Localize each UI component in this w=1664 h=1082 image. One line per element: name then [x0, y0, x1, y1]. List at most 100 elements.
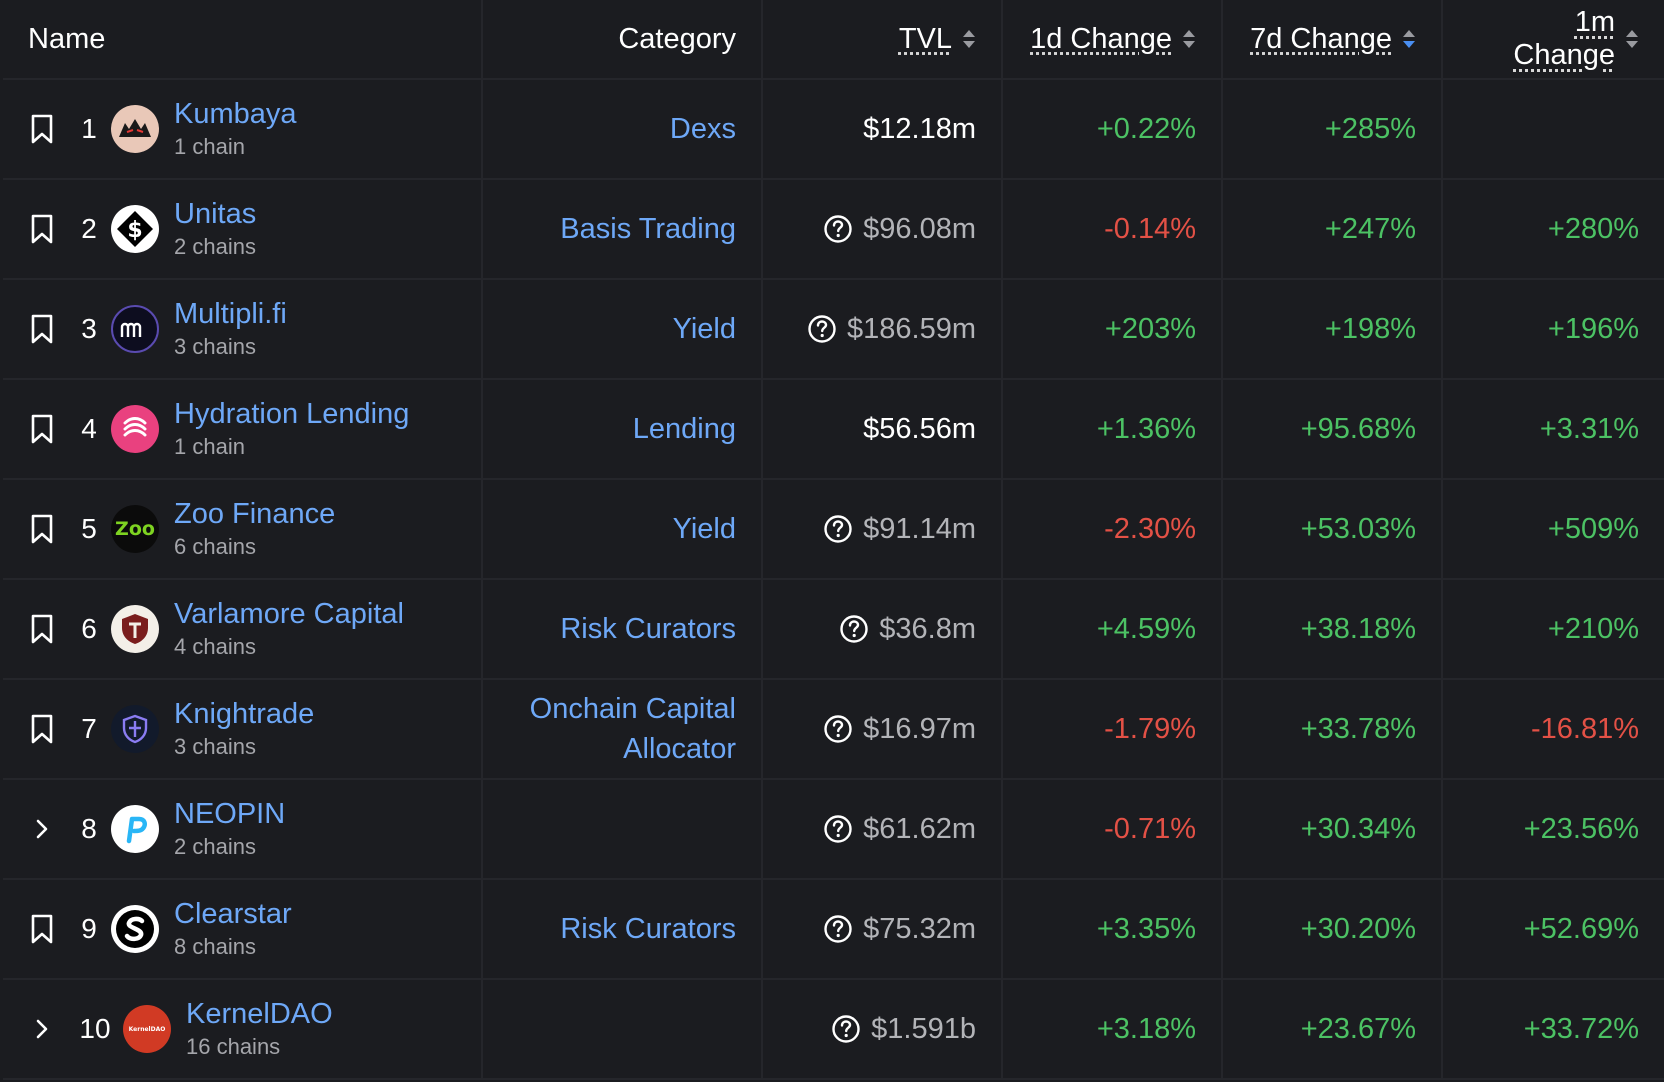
question-circle-icon[interactable]: [823, 214, 853, 244]
project-name-link[interactable]: KernelDAO: [186, 998, 333, 1030]
question-circle-icon[interactable]: [839, 614, 869, 644]
tvl-cell: $36.8m: [763, 580, 1003, 678]
tvl-cell: $186.59m: [763, 280, 1003, 378]
category-link[interactable]: Lending: [632, 413, 736, 445]
project-name-link[interactable]: Kumbaya: [174, 98, 297, 130]
change-1m-cell: +210%: [1443, 580, 1664, 678]
change-7d-value: +30.34%: [1300, 812, 1416, 845]
rank-number: 10: [79, 1013, 111, 1044]
chevron-right-icon[interactable]: [25, 1012, 59, 1046]
change-1m-value: +52.69%: [1523, 912, 1639, 945]
rank-number: 9: [81, 913, 97, 944]
change-1d-value: -2.30%: [1104, 512, 1196, 545]
change-7d-value: +38.18%: [1300, 612, 1416, 645]
category-cell: [483, 780, 763, 878]
sort-desc-active-icon: [1402, 29, 1416, 49]
change-1d-sort-header[interactable]: 1d Change: [1003, 0, 1223, 78]
name-cell: 6 Varlamore Capital 4 chains: [3, 580, 483, 678]
change-1d-value: -1.79%: [1104, 712, 1196, 745]
change-1d-cell: -1.79%: [1003, 680, 1223, 778]
chain-count: 3 chains: [174, 334, 256, 359]
change-1d-cell: +3.18%: [1003, 980, 1223, 1078]
bookmark-icon[interactable]: [25, 712, 59, 746]
tvl-value: $56.56m: [863, 412, 976, 445]
change-7d-value: +198%: [1324, 312, 1416, 345]
question-circle-icon[interactable]: [823, 914, 853, 944]
category-link[interactable]: Basis Trading: [560, 213, 736, 245]
change-1d-value: -0.14%: [1104, 212, 1196, 245]
change-1m-cell: +52.69%: [1443, 880, 1664, 978]
project-name-link[interactable]: Knightrade: [174, 698, 315, 730]
tvl-sort-header[interactable]: TVL: [763, 0, 1003, 78]
category-link[interactable]: Risk Curators: [560, 913, 736, 945]
category-link[interactable]: Dexs: [669, 113, 736, 145]
kerneldao-logo: KernelDAO: [123, 1005, 171, 1053]
change-1m-value: +509%: [1547, 512, 1639, 545]
project-name-link[interactable]: Hydration Lending: [174, 398, 410, 430]
project-info: Kumbaya 1 chain: [174, 96, 297, 162]
change-1m-value: +210%: [1547, 612, 1639, 645]
table-row: 8 NEOPIN 2 chains $61.62m -0.71% +30.34% +23.5…: [3, 780, 1664, 880]
category-link[interactable]: Yield: [672, 513, 736, 545]
question-circle-icon[interactable]: [831, 1014, 861, 1044]
category-column-header: Category: [483, 0, 763, 78]
tvl-cell: $12.18m: [763, 80, 1003, 178]
project-name-link[interactable]: Zoo Finance: [174, 498, 336, 530]
bookmark-icon[interactable]: [25, 612, 59, 646]
unitas-logo: $: [111, 205, 159, 253]
change-7d-cell: +23.67%: [1223, 980, 1443, 1078]
question-circle-icon[interactable]: [823, 714, 853, 744]
change-1m-cell: [1443, 80, 1664, 178]
bookmark-icon[interactable]: [25, 112, 59, 146]
project-info: Unitas 2 chains: [174, 196, 256, 262]
question-circle-icon[interactable]: [823, 514, 853, 544]
category-link[interactable]: Risk Curators: [560, 613, 736, 645]
project-name-link[interactable]: Multipli.fi: [174, 298, 287, 330]
change-7d-cell: +247%: [1223, 180, 1443, 278]
category-cell: Risk Curators: [483, 880, 763, 978]
tvl-value: $12.18m: [863, 112, 976, 145]
change-1m-sort-header[interactable]: 1m Change: [1443, 0, 1664, 78]
bookmark-icon[interactable]: [25, 512, 59, 546]
project-info: Zoo Finance 6 chains: [174, 496, 335, 562]
change-7d-value: +95.68%: [1300, 412, 1416, 445]
name-cell: 2 $ Unitas 2 chains: [3, 180, 483, 278]
change-7d-cell: +95.68%: [1223, 380, 1443, 478]
svg-text:$: $: [127, 218, 142, 243]
change-7d-cell: +285%: [1223, 80, 1443, 178]
tvl-cell: $61.62m: [763, 780, 1003, 878]
bookmark-icon[interactable]: [25, 412, 59, 446]
bookmark-icon[interactable]: [25, 212, 59, 246]
tvl-value: $16.97m: [863, 712, 976, 745]
bookmark-icon[interactable]: [25, 312, 59, 346]
change-7d-value: +247%: [1324, 212, 1416, 245]
chain-count: 2 chains: [174, 834, 256, 859]
change-1d-cell: +1.36%: [1003, 380, 1223, 478]
name-cell: 7 Knightrade 3 chains: [3, 680, 483, 778]
tvl-value: $75.32m: [863, 912, 976, 945]
category-cell: Yield: [483, 480, 763, 578]
question-circle-icon[interactable]: [807, 314, 837, 344]
chain-count: 3 chains: [174, 734, 256, 759]
change-1m-value: +280%: [1547, 212, 1639, 245]
question-circle-icon[interactable]: [823, 814, 853, 844]
chevron-right-icon[interactable]: [25, 812, 59, 846]
bookmark-icon[interactable]: [25, 912, 59, 946]
project-name-link[interactable]: NEOPIN: [174, 798, 286, 830]
change-1d-value: +203%: [1104, 312, 1196, 345]
change-1m-value: +196%: [1547, 312, 1639, 345]
tvl-cell: $75.32m: [763, 880, 1003, 978]
project-name-link[interactable]: Unitas: [174, 198, 257, 230]
table-row: 2 $ Unitas 2 chains Basis Trading $96.08m -0.1…: [3, 180, 1664, 280]
table-row: 4 Hydration Lending 1 chain Lending $56.56m +…: [3, 380, 1664, 480]
category-link[interactable]: Yield: [672, 313, 736, 345]
category-link[interactable]: Onchain Capital Allocator: [529, 693, 736, 765]
table-row: 5 Zoo Zoo Finance 6 chains Yield $91.14m -2.30…: [3, 480, 1664, 580]
change-7d-sort-header[interactable]: 7d Change: [1223, 0, 1443, 78]
tvl-value: $96.08m: [863, 212, 976, 245]
varlamore-logo: [111, 605, 159, 653]
name-cell: 4 Hydration Lending 1 chain: [3, 380, 483, 478]
project-name-link[interactable]: Varlamore Capital: [174, 598, 404, 630]
project-name-link[interactable]: Clearstar: [174, 898, 292, 930]
chain-count: 2 chains: [174, 234, 256, 259]
